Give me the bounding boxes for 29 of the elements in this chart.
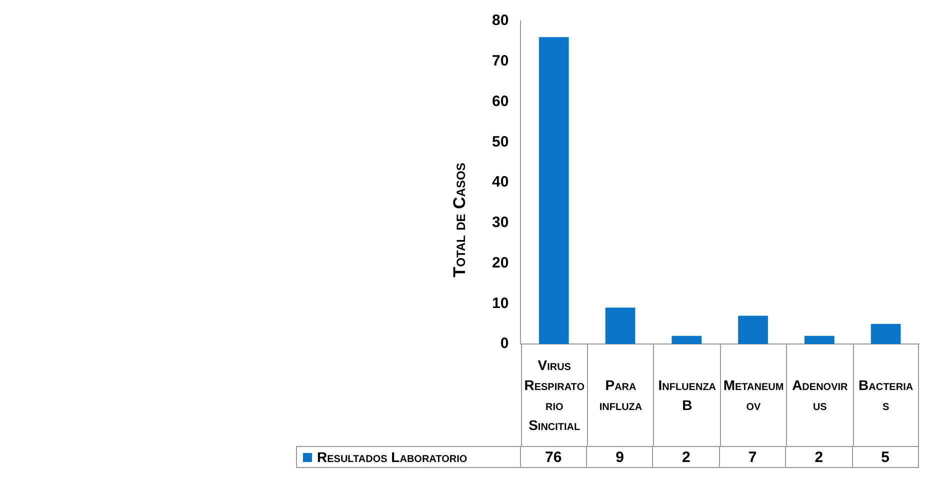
y-tick-label: 20	[492, 254, 509, 272]
legend-label: Resultados Laboratorio	[317, 449, 468, 465]
y-tick-label: 10	[492, 294, 509, 312]
bar	[738, 316, 768, 344]
data-label: 76	[520, 446, 588, 468]
x-tick-label: Bacterias	[852, 344, 919, 446]
y-tick-label: 70	[492, 52, 509, 70]
y-tick-label: 0	[500, 335, 509, 352]
data-label: 7	[720, 446, 786, 468]
x-tick-label: Metaneumov	[720, 344, 786, 446]
data-label: 2	[653, 446, 720, 468]
y-tick-label: 60	[492, 92, 509, 110]
y-tick-label: 80	[492, 12, 509, 30]
y-tick-label: 50	[492, 133, 509, 150]
data-label: 5	[852, 446, 919, 468]
bar	[538, 37, 569, 344]
data-label: 9	[587, 446, 654, 468]
x-tick-label: Influenza B	[653, 344, 720, 446]
y-tick-label: 40	[492, 174, 509, 191]
bar	[870, 324, 901, 344]
bar	[605, 308, 636, 344]
y-axis-title: Total de Casos	[450, 162, 470, 278]
x-tick-label: Virus Respiratorio Sincitial	[520, 344, 588, 446]
y-tick-label: 30	[492, 214, 509, 232]
bar	[804, 336, 834, 344]
x-tick-label: Para influza	[587, 344, 654, 446]
bar	[672, 336, 702, 344]
x-tick-label: Adenovirus	[786, 344, 853, 446]
data-label: 2	[786, 446, 853, 468]
